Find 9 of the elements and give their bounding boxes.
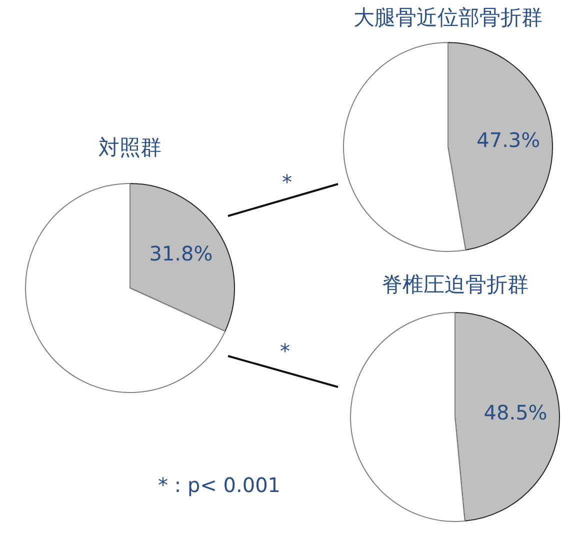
chart-title: 大腿骨近位部骨折群 — [354, 5, 542, 31]
data-label: 47.3% — [476, 128, 540, 152]
data-label: 48.5% — [484, 400, 548, 424]
text: * : p< 0.001 — [158, 473, 281, 497]
text: * — [282, 170, 292, 194]
chart-title: 対照群 — [98, 135, 162, 161]
data-label: 31.8% — [149, 241, 213, 266]
text: * — [280, 339, 290, 363]
chart-title: 脊椎圧迫骨折群 — [382, 272, 528, 298]
